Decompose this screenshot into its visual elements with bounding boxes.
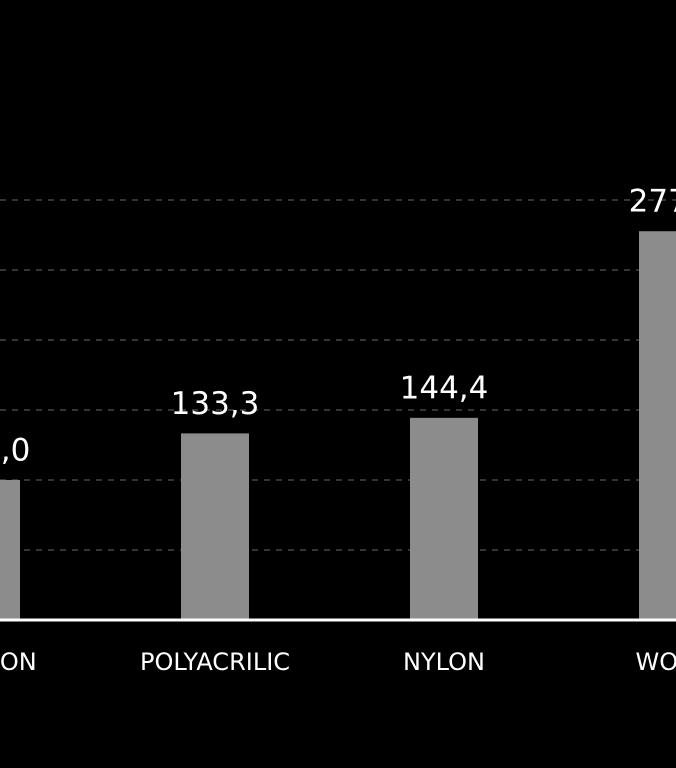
x-tick-label: POLYACRILIC [140, 648, 290, 676]
value-label: 144,4 [400, 370, 489, 406]
value-label: 133,3 [171, 386, 260, 422]
bar [0, 480, 20, 620]
bar [639, 231, 676, 620]
value-label: 100,0 [0, 433, 30, 469]
bar [181, 433, 249, 620]
x-tick-label: COTTON [0, 648, 37, 676]
x-tick-label: WOOL [636, 648, 676, 676]
value-label: 277,7 [629, 184, 676, 220]
bar [410, 417, 478, 620]
x-tick-label: NYLON [403, 648, 485, 676]
